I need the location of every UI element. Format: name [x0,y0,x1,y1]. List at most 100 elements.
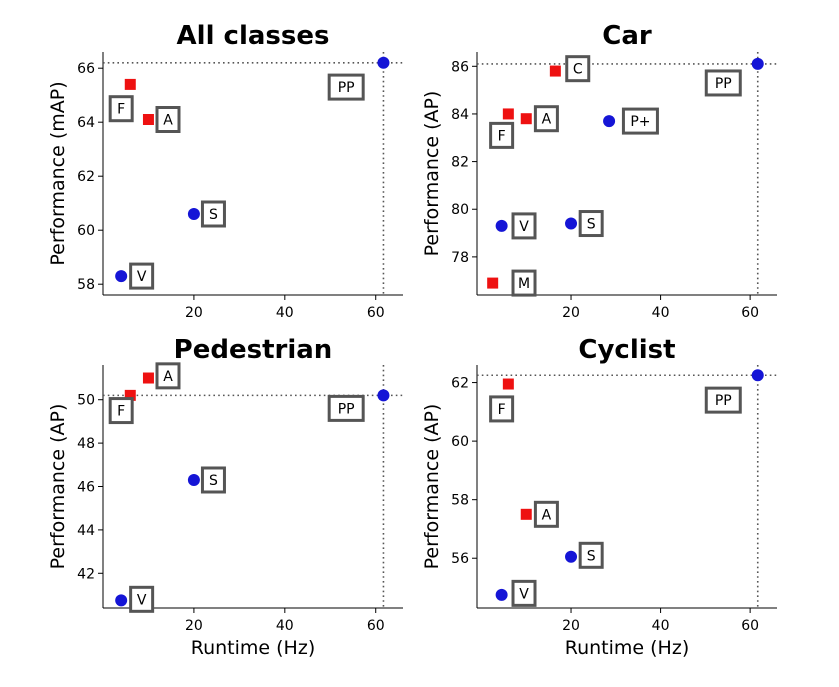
y-tick-label: 64 [77,115,95,131]
point-label-text: P+ [630,114,650,130]
point-label-text: PP [715,76,732,92]
point-label: PP [704,69,742,97]
data-point-circle [751,57,764,70]
point-label-box [511,579,537,607]
point-label: F [108,397,134,425]
point-label: A [533,500,559,528]
point-label-text: A [163,369,173,385]
point-label: A [533,105,559,133]
point-label-text: S [587,548,596,564]
point-label-text: PP [715,393,732,409]
data-point-square [502,108,514,120]
point-label-box [327,394,365,422]
point-label: S [578,541,604,569]
point-label: A [155,362,181,390]
point-label-box [200,200,226,228]
x-tick-label: 60 [367,305,385,321]
point-label-box [129,262,155,290]
point-label-box [621,107,659,135]
y-tick-label: 86 [451,59,469,75]
subplot-4: Cyclist Performance (AP) Runtime (Hz) 56 58 6… [421,335,777,659]
point-label: A [155,106,181,133]
data-point-square [124,389,136,401]
point-label-text: F [117,404,125,420]
point-label: S [200,466,226,494]
x-tick-label: 40 [652,305,670,321]
point-label-box [489,395,515,423]
data-point-circle [603,115,616,128]
data-point-square [520,508,532,520]
x-tick-label: 20 [562,305,580,321]
y-tick-label: 80 [451,202,469,218]
point-label: S [200,200,226,228]
x-tick-label: 40 [652,618,670,634]
point-label-text: S [209,473,218,489]
data-point-square [502,378,514,390]
point-label-text: S [587,217,596,233]
subplot-title: All classes [177,21,330,51]
data-point-circle [565,550,578,563]
point-label: F [108,95,134,123]
subplot-title: Cyclist [578,335,675,365]
point-label: C [565,55,591,83]
y-tick-label: 62 [451,376,469,392]
y-tick-label: 60 [451,434,469,450]
y-tick-label: 46 [77,480,95,496]
point-label-text: PP [338,401,355,417]
x-tick-label: 20 [185,305,203,321]
y-tick-label: 78 [451,250,469,266]
x-tick-label: 60 [741,305,759,321]
point-label-text: A [542,112,552,128]
point-label-box [565,55,591,83]
subplot-title: Car [602,21,652,51]
point-label: PP [327,73,365,101]
point-label-text: F [117,102,125,118]
point-label-box [155,362,181,390]
data-point-circle [495,219,508,232]
point-label-box [511,269,537,297]
point-label: F [489,395,515,423]
data-point-square [520,113,532,125]
point-label: V [511,212,537,240]
point-label-box [200,466,226,494]
x-tick-label: 20 [562,618,580,634]
point-label: S [578,210,604,238]
point-label-box [578,210,604,238]
point-label-box [489,121,515,149]
point-label-text: M [518,276,530,292]
point-label-text: A [542,507,552,523]
subplot-3: Pedestrian Performance (AP) Runtime (Hz) 42… [47,335,403,659]
y-tick-label: 56 [451,551,469,567]
subplot-1: All classes Performance (mAP) 58 60 62 64 66 20… [47,21,403,321]
point-label: PP [327,394,365,422]
data-point-square [142,114,154,125]
point-label: P+ [621,107,659,135]
x-tick-label: 20 [185,618,203,634]
y-axis-label: Performance (AP) [47,404,69,570]
y-tick-label: 82 [451,155,469,171]
point-label-text: V [519,219,529,235]
point-label: V [129,585,155,613]
y-tick-label: 42 [77,566,95,582]
y-tick-label: 44 [77,523,95,539]
y-tick-label: 50 [77,393,95,409]
point-label-box [704,386,742,414]
point-label-text: S [209,207,218,223]
data-point-circle [115,270,128,283]
point-label: M [511,269,537,297]
data-point-square [142,372,154,384]
point-label-box [511,212,537,240]
y-axis-label: Performance (mAP) [47,81,69,265]
data-point-square [124,78,136,90]
point-label-text: C [573,62,583,78]
point-label-box [108,95,134,123]
y-tick-label: 58 [77,277,95,293]
data-point-circle [751,369,764,382]
point-label-box [155,106,181,133]
data-point-circle [377,389,390,402]
point-label: V [511,579,537,607]
point-label-text: A [163,113,173,129]
point-label-text: F [498,402,506,418]
point-label-text: V [519,586,529,602]
data-point-circle [377,56,390,69]
